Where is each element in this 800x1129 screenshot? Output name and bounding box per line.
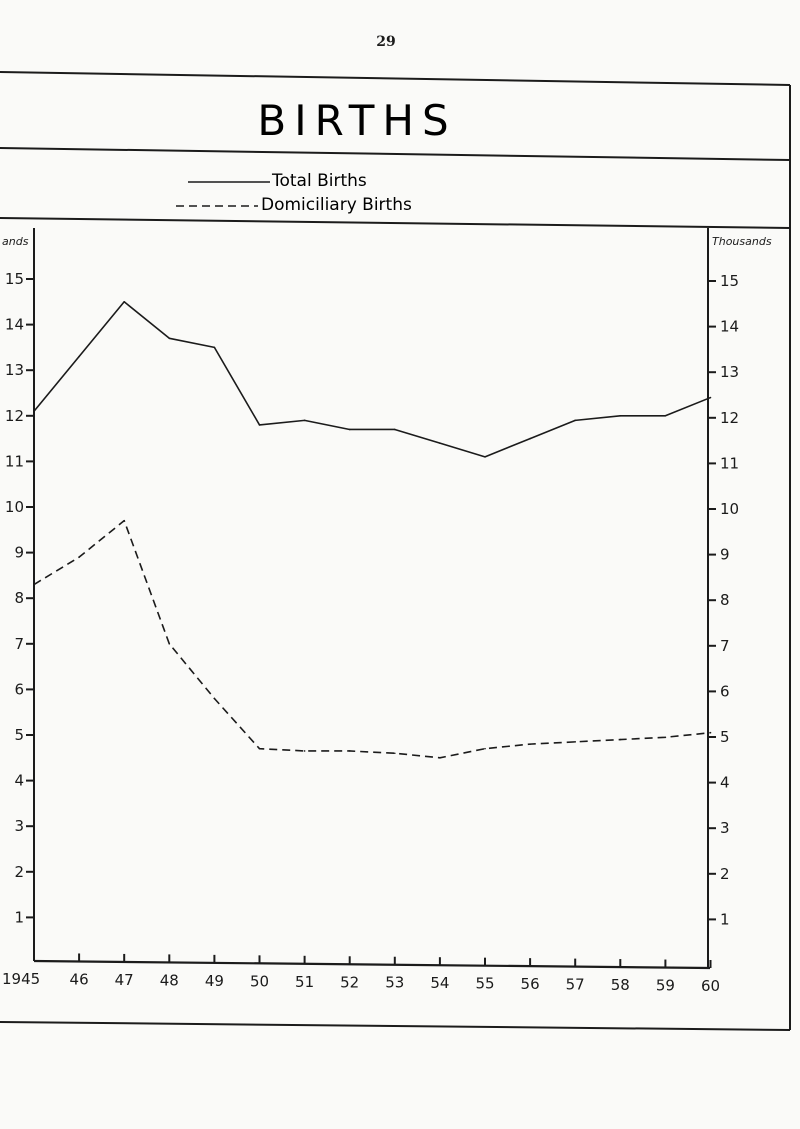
data-point-domiciliary-births: [348, 750, 351, 752]
right-tick-label: 11: [720, 454, 739, 472]
left-tick-label: 2: [14, 863, 24, 881]
right-tick-label: 2: [720, 865, 730, 883]
legend-divider: [0, 217, 791, 229]
left-tick-label: 4: [14, 772, 24, 790]
x-tick-label: 57: [566, 976, 585, 994]
data-point-total-births: [348, 428, 351, 431]
x-axis-ticks: 1945 46 47 48 49 50 51 52 53 54 55 56 57 58 59 60: [2, 953, 720, 995]
data-point-total-births: [33, 410, 35, 413]
right-unit-label: Thousands: [712, 235, 772, 248]
data-point-domiciliary-births: [664, 736, 667, 739]
x-tick-label: 50: [250, 972, 269, 990]
x-tick-label: 54: [430, 974, 449, 992]
x-tick-label: 49: [205, 972, 224, 990]
series-layer: [33, 300, 712, 759]
data-point-total-births: [123, 301, 125, 303]
right-tick-label: 8: [720, 591, 730, 609]
x-tick-label: 48: [160, 971, 179, 989]
data-point-total-births: [709, 396, 712, 399]
x-tick-label: 55: [475, 975, 494, 993]
data-point-domiciliary-births: [574, 741, 576, 743]
x-tick-label: 47: [115, 971, 134, 989]
data-point-domiciliary-births: [123, 519, 125, 522]
data-point-domiciliary-births: [213, 697, 216, 700]
right-tick-label: 13: [720, 363, 739, 381]
x-tick-label: 46: [70, 970, 89, 988]
left-tick-label: 14: [5, 316, 24, 334]
title-divider: [0, 147, 791, 161]
right-tick-label: 9: [720, 546, 730, 564]
frame-bottom: [0, 1021, 791, 1031]
data-point-total-births: [168, 337, 171, 340]
left-tick-label: 13: [5, 361, 24, 379]
right-tick-label: 6: [720, 682, 730, 700]
data-point-total-births: [664, 415, 667, 417]
data-point-domiciliary-births: [529, 743, 531, 745]
left-tick-label: 7: [14, 635, 24, 653]
left-tick-label: 8: [14, 589, 24, 607]
data-point-domiciliary-births: [303, 750, 306, 752]
right-tick-label: 7: [720, 637, 730, 655]
data-point-domiciliary-births: [33, 583, 35, 586]
x-tick-label: 52: [340, 973, 359, 991]
right-tick-label: 3: [720, 819, 730, 837]
left-tick-label: 1: [14, 908, 24, 926]
page-number: 29: [376, 34, 396, 50]
x-tick-label: 59: [656, 977, 675, 995]
data-point-total-births: [619, 415, 622, 417]
data-point-total-births: [258, 424, 261, 426]
x-tick-label: 58: [611, 976, 630, 994]
series-line-domiciliary-births: [33, 519, 711, 759]
left-unit-label: ands: [2, 235, 29, 248]
left-tick-label: 15: [5, 270, 24, 288]
left-tick-label: 6: [14, 680, 24, 698]
data-point-domiciliary-births: [709, 731, 712, 734]
data-point-domiciliary-births: [258, 747, 261, 750]
x-tick-label: 53: [385, 974, 404, 992]
data-point-total-births: [394, 428, 396, 431]
legend-label-domiciliary: Domiciliary Births: [261, 195, 412, 215]
left-tick-label: 10: [5, 498, 24, 516]
series-line-total-births: [33, 300, 711, 458]
data-point-total-births: [213, 346, 216, 349]
right-tick-label: 5: [720, 728, 730, 746]
right-tick-label: 4: [720, 774, 730, 792]
data-point-domiciliary-births: [619, 738, 622, 741]
legend-label-total: Total Births: [271, 171, 367, 191]
x-tick-label: 60: [701, 977, 720, 995]
data-point-total-births: [529, 437, 531, 440]
data-point-total-births: [303, 419, 306, 422]
data-point-domiciliary-births: [484, 747, 486, 750]
x-tick-label: 56: [521, 975, 540, 993]
right-tick-label: 14: [720, 318, 739, 336]
right-tick-label: 15: [720, 272, 739, 290]
data-point-total-births: [574, 419, 576, 422]
frame-top: [0, 71, 791, 86]
data-point-total-births: [439, 442, 441, 444]
left-tick-label: 3: [14, 817, 24, 835]
chart-title: BIRTHS: [257, 96, 456, 145]
left-tick-label: 5: [14, 726, 24, 744]
data-point-domiciliary-births: [78, 556, 80, 558]
left-tick-label: 11: [5, 452, 24, 470]
data-point-total-births: [78, 355, 80, 358]
x-tick-label: 51: [295, 973, 314, 991]
right-tick-label: 1: [720, 910, 730, 928]
legend: Total Births Domiciliary Births: [176, 171, 412, 215]
data-point-domiciliary-births: [439, 757, 441, 759]
left-tick-label: 9: [14, 544, 24, 562]
right-tick-label: 12: [720, 409, 739, 427]
x-axis-line: [33, 959, 711, 970]
data-point-domiciliary-births: [394, 752, 396, 755]
data-point-domiciliary-births: [168, 643, 171, 645]
data-point-total-births: [484, 456, 486, 458]
x-tick-label: 1945: [2, 970, 40, 988]
right-tick-label: 10: [720, 500, 739, 518]
left-tick-label: 12: [5, 407, 24, 425]
